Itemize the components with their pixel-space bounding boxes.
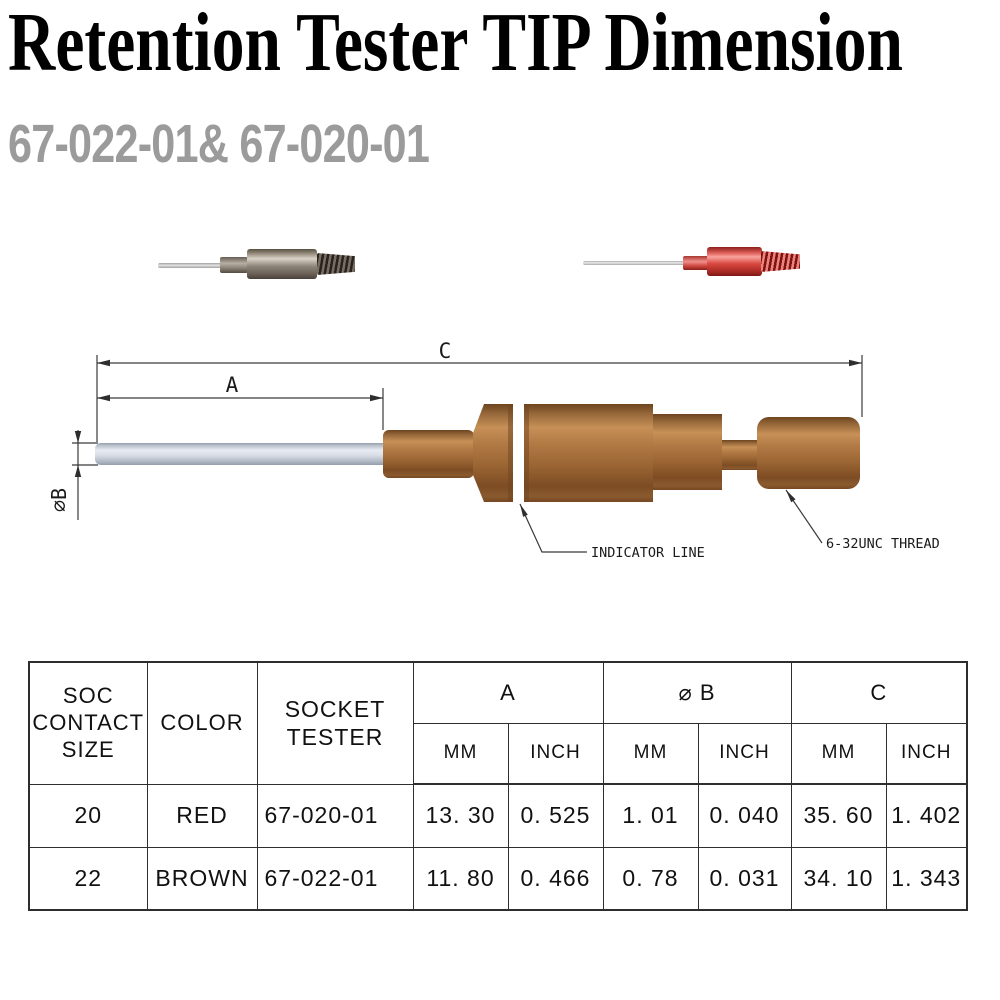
- dim-c-arrow-left: [97, 359, 110, 367]
- td-b-inch: 0. 040: [697, 783, 792, 848]
- td-a-inch: 0. 466: [507, 846, 604, 911]
- drawn-barrel: [524, 404, 653, 502]
- red-tester-pin: [583, 261, 685, 265]
- th-dim-c: C: [790, 661, 968, 724]
- drawn-neck: [722, 440, 757, 470]
- barrel-edge-shadow: [524, 404, 529, 502]
- th-c-mm: MM: [790, 722, 887, 785]
- th-b-inch: INCH: [697, 722, 792, 785]
- bronze-tester-body: [247, 249, 317, 279]
- dim-c-arrow-right: [849, 359, 862, 367]
- td-b-mm: 1. 01: [602, 783, 699, 848]
- drawn-flange: [473, 404, 513, 502]
- th-socket-tester: SOCKET TESTER: [256, 661, 414, 785]
- bronze-tester-collar: [220, 257, 248, 273]
- red-tester-body: [707, 247, 762, 276]
- table-row-22: 22 BROWN 67-022-01 11. 80 0. 466 0. 78 0…: [28, 846, 968, 911]
- dim-c-label: C: [439, 339, 452, 363]
- td-c-mm: 34. 10: [790, 846, 887, 911]
- drawn-tip-pin: [95, 443, 390, 465]
- dim-a-arrow-right: [370, 394, 383, 402]
- td-tester: 67-020-01: [256, 783, 414, 848]
- td-a-inch: 0. 525: [507, 783, 604, 848]
- dim-b-label: ⌀B: [47, 488, 71, 512]
- th-soc-contact-size: SOC CONTACT SIZE: [28, 661, 148, 785]
- td-tester: 67-022-01: [256, 846, 414, 911]
- th-dim-a: A: [412, 661, 604, 724]
- dim-a-arrow-left: [97, 394, 110, 402]
- red-tester-thread: [761, 251, 800, 272]
- td-a-mm: 11. 80: [412, 846, 509, 911]
- flange-edge-shadow: [508, 404, 513, 502]
- th-a-inch: INCH: [507, 722, 604, 785]
- td-c-inch: 1. 402: [885, 783, 968, 848]
- dimension-table: SOC CONTACT SIZE COLOR SOCKET TESTER A ⌀…: [28, 661, 969, 911]
- td-size: 22: [28, 846, 148, 911]
- red-tester-collar: [683, 256, 709, 270]
- th-a-mm: MM: [412, 722, 509, 785]
- dim-b-arrow-bottom: [74, 465, 82, 477]
- td-b-mm: 0. 78: [602, 846, 699, 911]
- indicator-leader-line: [519, 503, 587, 553]
- th-c-inch: INCH: [885, 722, 968, 785]
- product-photo-red-tester: [575, 240, 805, 280]
- td-c-inch: 1. 343: [885, 846, 968, 911]
- thread-leader-arrow: [786, 490, 796, 503]
- drawn-thread-cap: [757, 417, 860, 489]
- indicator-line-label: INDICATOR LINE: [591, 545, 705, 561]
- th-b-mm: MM: [602, 722, 699, 785]
- page-title: Retention Tester TIP Dimension: [8, 0, 903, 89]
- product-photo-bronze-tester: [148, 246, 360, 282]
- bronze-tester-thread: [317, 253, 355, 275]
- th-dim-b: ⌀ B: [602, 661, 792, 724]
- dim-b-arrow-top: [74, 431, 82, 443]
- th-color: COLOR: [146, 661, 258, 785]
- bronze-tester-pin: [158, 263, 222, 268]
- td-color: BROWN: [146, 846, 258, 911]
- drawn-collar: [383, 430, 474, 478]
- thread-label: 6-32UNC THREAD: [826, 536, 940, 552]
- dim-a-label: A: [226, 373, 239, 397]
- td-b-inch: 0. 031: [697, 846, 792, 911]
- indicator-leader-arrow: [520, 504, 528, 517]
- table-row-20: 20 RED 67-020-01 13. 30 0. 525 1. 01 0. …: [28, 783, 968, 848]
- td-color: RED: [146, 783, 258, 848]
- td-size: 20: [28, 783, 148, 848]
- page-subtitle: 67-022-01& 67-020-01: [8, 114, 430, 174]
- drawn-step-cylinder: [653, 414, 722, 490]
- td-c-mm: 35. 60: [790, 783, 887, 848]
- td-a-mm: 13. 30: [412, 783, 509, 848]
- technical-drawing: C A ⌀B INDICATOR LINE 6-32UNC THREAD: [47, 339, 940, 561]
